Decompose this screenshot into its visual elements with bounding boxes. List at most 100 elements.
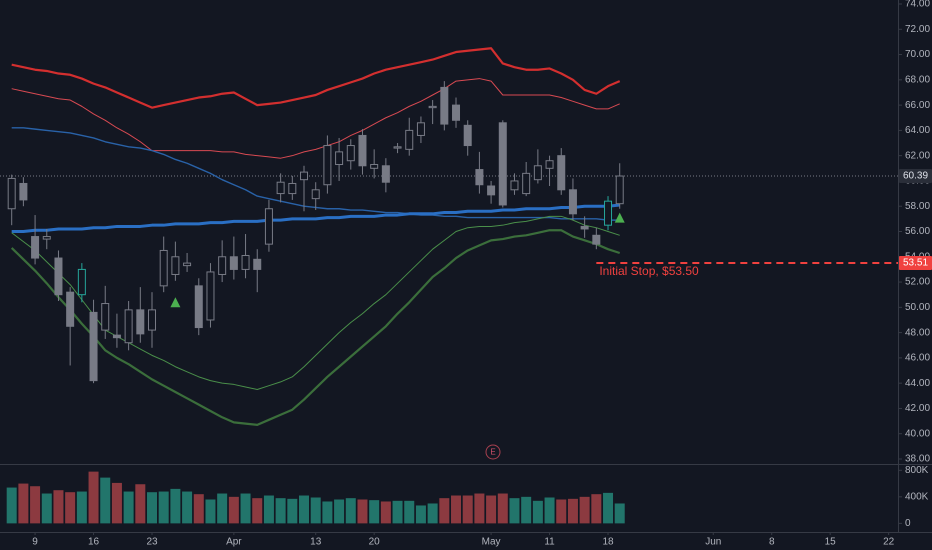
candle-body bbox=[358, 134, 367, 167]
x-tick-label: 13 bbox=[310, 537, 322, 548]
x-tick-label: 8 bbox=[769, 537, 775, 548]
candle-body bbox=[136, 309, 145, 335]
candle-body bbox=[101, 303, 110, 331]
x-tick-label: 20 bbox=[369, 537, 381, 548]
volume-bar bbox=[193, 494, 204, 524]
candle-body bbox=[31, 236, 40, 259]
candle-body bbox=[311, 189, 320, 200]
candle-body bbox=[159, 249, 168, 287]
volume-bar bbox=[299, 495, 310, 524]
candle-body bbox=[580, 225, 589, 230]
stop-tag bbox=[899, 255, 932, 270]
candle-body bbox=[533, 165, 542, 181]
volume-bar bbox=[53, 490, 64, 524]
x-tick-label: 22 bbox=[883, 537, 895, 548]
indicator-line bbox=[11, 203, 620, 233]
candle-body bbox=[463, 124, 472, 147]
volume-bar bbox=[182, 491, 193, 524]
volume-bar bbox=[111, 482, 122, 524]
candle-body bbox=[300, 171, 309, 181]
volume-bar bbox=[369, 500, 380, 524]
candle-body bbox=[171, 256, 180, 275]
volume-bar bbox=[18, 483, 29, 524]
candle-body bbox=[428, 105, 437, 109]
volume-bar bbox=[205, 499, 216, 524]
candle-body bbox=[124, 309, 133, 344]
candle-body bbox=[416, 122, 425, 136]
candle-body bbox=[557, 155, 566, 191]
x-tick-label: 16 bbox=[88, 537, 100, 548]
candle-body bbox=[54, 257, 63, 296]
candle-body bbox=[218, 256, 227, 275]
y-tick-label: 56.00 bbox=[905, 226, 930, 237]
x-tick-label: May bbox=[482, 537, 501, 548]
y-tick-label: 46.00 bbox=[905, 353, 930, 364]
y-tick-label: 52.00 bbox=[905, 277, 930, 288]
volume-bar bbox=[591, 494, 602, 524]
last-price-label: 60.39 bbox=[903, 171, 928, 182]
volume-bar bbox=[147, 492, 158, 524]
y-tick-label: 44.00 bbox=[905, 378, 930, 389]
volume-bar bbox=[6, 487, 17, 524]
y-tick-label: 70.00 bbox=[905, 49, 930, 60]
volume-bar bbox=[556, 499, 567, 524]
candle-body bbox=[335, 151, 344, 166]
volume-bar bbox=[100, 477, 111, 524]
candle-body bbox=[452, 104, 461, 121]
volume-bar bbox=[544, 497, 555, 524]
buy-signal bbox=[614, 212, 625, 223]
volume-bar bbox=[462, 495, 473, 524]
candle-body bbox=[381, 165, 390, 183]
x-tick-label: Jun bbox=[705, 537, 721, 548]
volume-tick-label: 0 bbox=[905, 518, 911, 529]
candle-body bbox=[241, 255, 250, 270]
volume-bar bbox=[439, 498, 450, 524]
candle-body bbox=[545, 160, 554, 169]
y-tick-label: 50.00 bbox=[905, 302, 930, 313]
candle-body bbox=[229, 256, 238, 270]
volume-bar bbox=[88, 471, 99, 524]
volume-bar bbox=[567, 498, 578, 524]
indicator-line bbox=[11, 78, 620, 159]
indicator-line bbox=[11, 215, 620, 390]
candle-body bbox=[206, 271, 215, 321]
volume-bar bbox=[217, 493, 228, 524]
volume-bar bbox=[310, 497, 321, 524]
volume-bar bbox=[509, 498, 520, 524]
candle-body bbox=[498, 122, 507, 206]
candle-body bbox=[604, 200, 613, 226]
volume-bar bbox=[404, 500, 415, 524]
candle-body bbox=[66, 291, 75, 327]
x-tick-label: 23 bbox=[146, 537, 158, 548]
candle-body bbox=[522, 172, 531, 195]
volume-bar bbox=[252, 498, 263, 524]
candle-body bbox=[7, 177, 16, 210]
y-tick-label: 66.00 bbox=[905, 100, 930, 111]
candle-body bbox=[487, 185, 496, 196]
volume-bar bbox=[474, 493, 485, 524]
volume-bar bbox=[240, 493, 251, 524]
volume-bar bbox=[521, 496, 532, 524]
earnings-marker[interactable]: E bbox=[485, 444, 501, 460]
candle-body bbox=[568, 189, 577, 215]
volume-bar bbox=[486, 495, 497, 524]
candle-body bbox=[346, 145, 355, 162]
candle-body bbox=[276, 181, 285, 195]
y-tick-label: 74.00 bbox=[905, 0, 930, 10]
volume-bar bbox=[41, 493, 52, 524]
volume-bar bbox=[123, 491, 134, 524]
volume-bar bbox=[76, 491, 87, 524]
volume-tick-label: 800K bbox=[905, 465, 929, 476]
x-tick-label: 18 bbox=[602, 537, 614, 548]
candle-body bbox=[510, 180, 519, 191]
candle-body bbox=[615, 175, 624, 205]
volume-bar bbox=[135, 484, 146, 524]
volume-bar bbox=[275, 498, 286, 524]
volume-bar bbox=[603, 492, 614, 524]
candle-body bbox=[89, 311, 98, 382]
candle-body bbox=[19, 182, 28, 201]
volume-bar bbox=[263, 495, 274, 524]
volume-bar bbox=[158, 491, 169, 524]
candle-body bbox=[288, 182, 297, 195]
